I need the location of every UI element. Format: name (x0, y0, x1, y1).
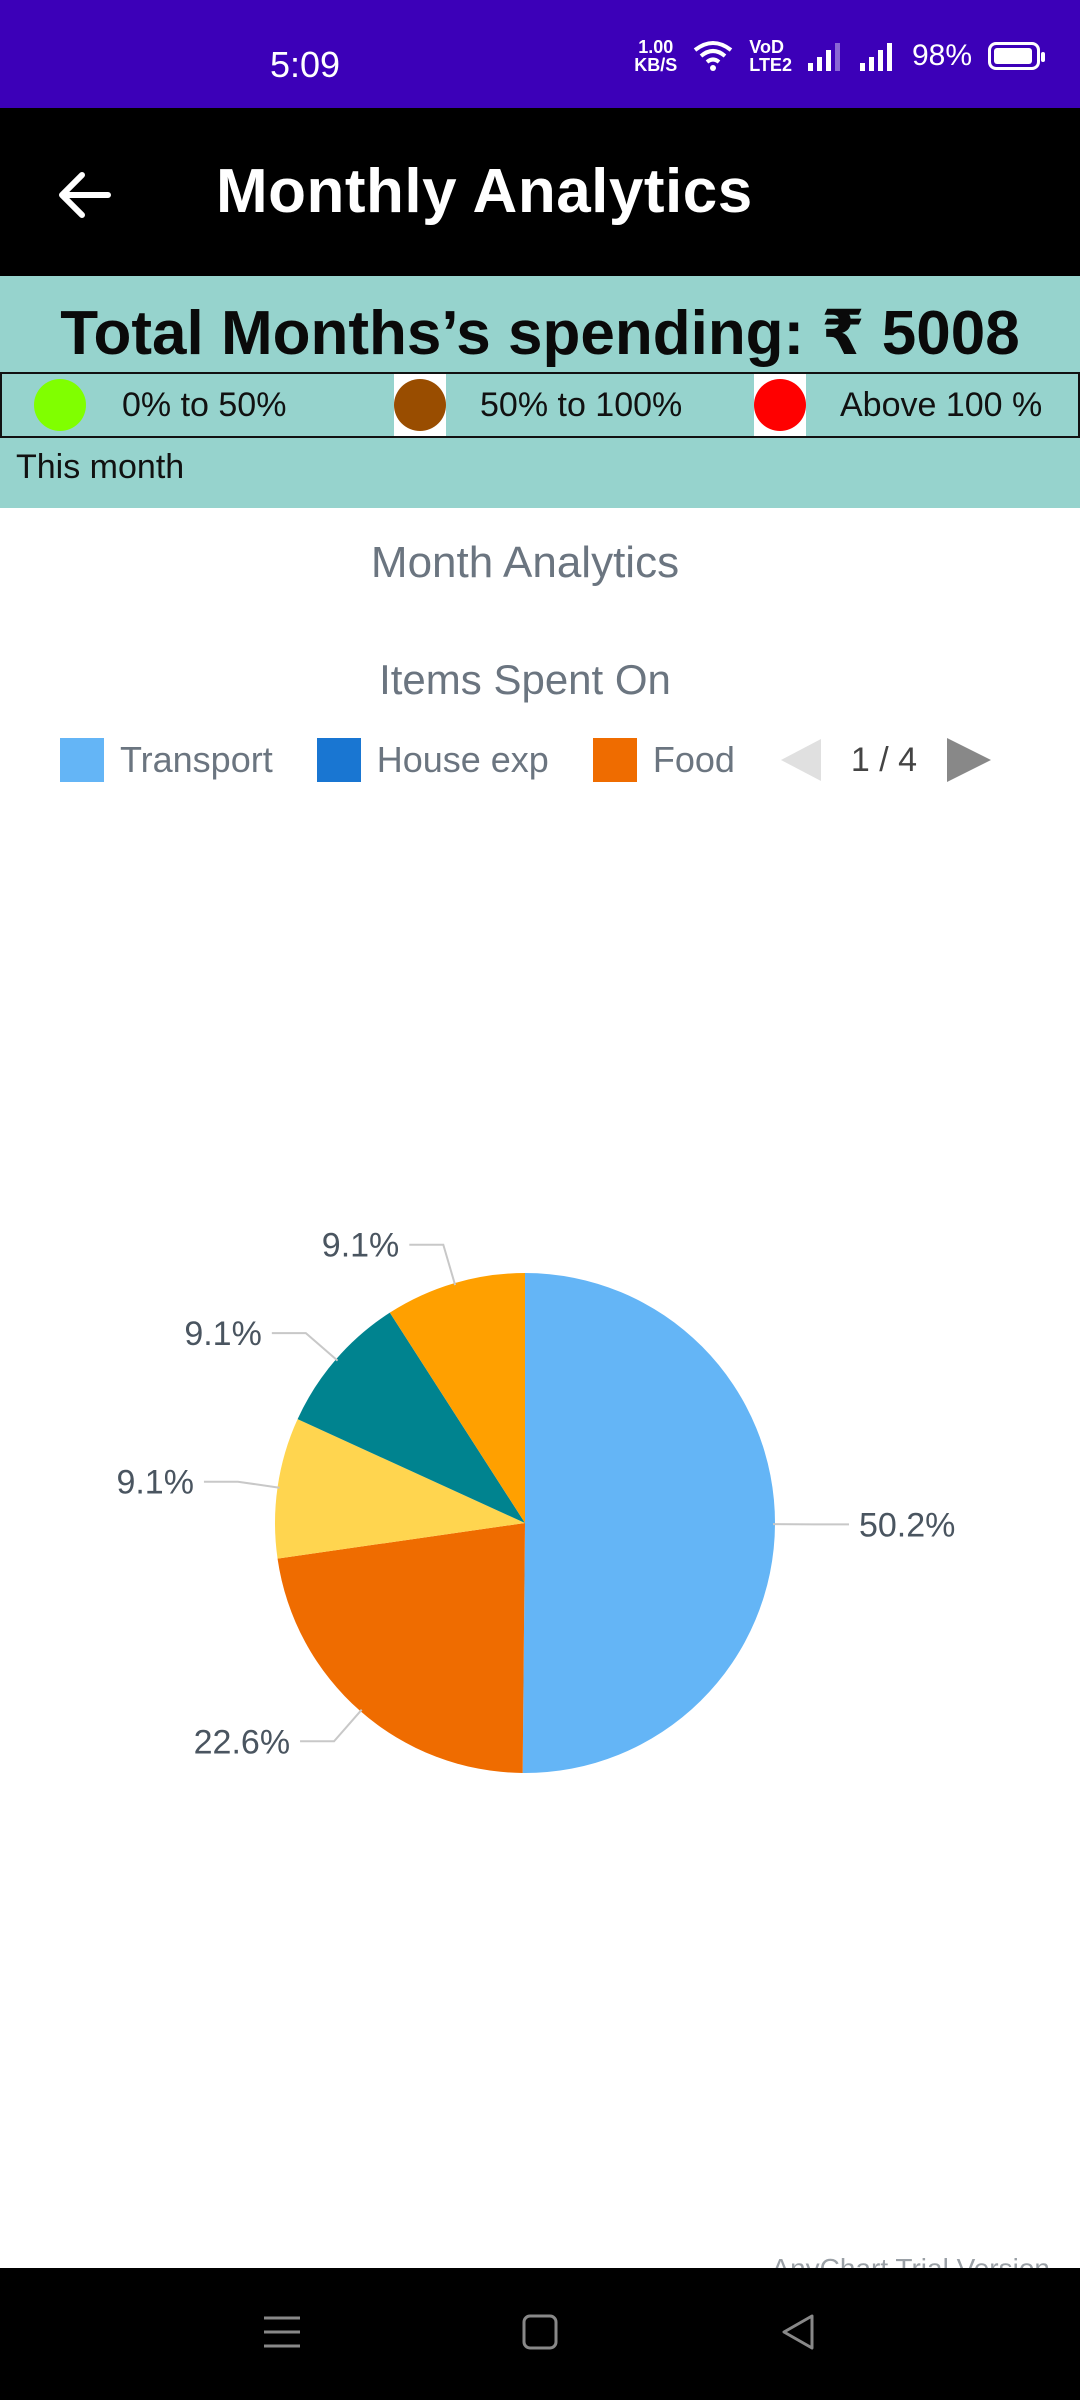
chart-legend: Transport House exp Food 1 / 4 (60, 736, 993, 784)
status-time: 5:09 (270, 44, 341, 85)
leader-line-3 (271, 1332, 339, 1362)
red-dot-icon (754, 379, 806, 431)
battery-icon (988, 42, 1045, 70)
legend-label: Food (652, 739, 735, 780)
brown-dot-icon (394, 379, 446, 431)
signal-icon-sim2 (859, 43, 892, 71)
home-icon[interactable] (520, 2312, 560, 2352)
network-speed-unit: KB/S (634, 55, 678, 75)
leader-line-2 (203, 1480, 280, 1489)
period-label: This month (16, 448, 185, 486)
food-swatch (592, 738, 637, 782)
status-bar: 5:09 1.00 KB/S VoD LTE2 98% (0, 0, 1080, 108)
signal-icon-sim1 (807, 43, 840, 71)
menu-icon[interactable] (262, 2312, 302, 2352)
next-page-icon[interactable] (945, 736, 993, 784)
legend-label: Transport (120, 739, 273, 780)
pie-slice-3[interactable] (297, 1312, 525, 1523)
pager-text: 1 / 4 (850, 740, 918, 779)
pie-slice-4[interactable] (389, 1273, 525, 1523)
slice-label-1: 22.6% (194, 1723, 290, 1761)
pie-slice-1[interactable] (277, 1523, 525, 1773)
back-icon[interactable] (778, 2312, 818, 2352)
legend-label: House exp (376, 739, 549, 780)
analytics-chart: Month Analytics Items Spent On Transport… (0, 508, 1080, 2284)
legend-item-house-exp[interactable]: House exp (316, 738, 549, 782)
wifi-icon (694, 41, 733, 71)
volte-top: VoD (749, 37, 784, 57)
pie-slice-0[interactable] (522, 1273, 776, 1773)
network-speed-value: 1.00 (638, 37, 674, 57)
transport-swatch (60, 738, 104, 782)
slice-label-2: 9.1% (116, 1464, 194, 1502)
green-dot-icon (34, 379, 86, 431)
volte-bottom: LTE2 (749, 55, 792, 75)
network-speed: 1.00 KB/S (634, 38, 677, 74)
prev-page-icon[interactable] (779, 737, 823, 783)
total-spending: Total Months’s spending: ₹ 5008 (60, 299, 1020, 368)
slice-label-4: 9.1% (322, 1227, 400, 1265)
legend-pager: 1 / 4 (779, 736, 993, 784)
threshold-legend-item-mid: 50% to 100% (394, 374, 682, 436)
slice-label-0: 50.2% (859, 1506, 955, 1544)
threshold-legend-item-high: Above 100 % (754, 374, 1042, 436)
pie-slice-2[interactable] (275, 1419, 525, 1559)
threshold-legend-label: Above 100 % (840, 385, 1043, 424)
battery-percent: 98% (911, 39, 972, 72)
house-exp-swatch (316, 738, 361, 782)
leader-line-1 (300, 1709, 363, 1743)
app-bar: Monthly Analytics (0, 108, 1080, 276)
system-nav-bar (0, 2268, 1080, 2400)
slice-label-3: 9.1% (184, 1315, 262, 1353)
threshold-legend-item-low: 0% to 50% (34, 374, 286, 436)
pie-chart: 50.2% 22.6% 9.1% 9.1% 9.1% (116, 1227, 955, 1773)
legend-item-transport[interactable]: Transport (60, 738, 273, 782)
chart-title: Month Analytics (370, 538, 680, 587)
chart-subtitle: Items Spent On (379, 656, 671, 703)
back-arrow-icon[interactable] (50, 160, 120, 230)
legend-item-food[interactable]: Food (592, 738, 735, 782)
page-title: Monthly Analytics (216, 157, 753, 226)
status-icons: 1.00 KB/S VoD LTE2 98% (634, 38, 1045, 74)
threshold-legend-label: 50% to 100% (480, 385, 683, 424)
threshold-legend: 0% to 50% 50% to 100% Above 100 % (0, 372, 1080, 438)
spending-summary: Total Months’s spending: ₹ 5008 0% to 50… (0, 276, 1080, 508)
threshold-legend-label: 0% to 50% (122, 385, 287, 424)
leader-line-4 (409, 1243, 457, 1286)
volte-indicator: VoD LTE2 (749, 38, 792, 74)
